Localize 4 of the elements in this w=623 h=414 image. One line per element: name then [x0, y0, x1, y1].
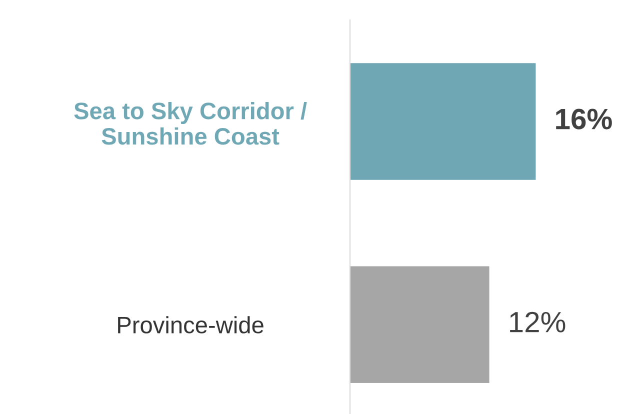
- y-tick-label: Sea to Sky Corridor / Sunshine Coast: [74, 102, 307, 145]
- data-label: 12%: [510, 312, 566, 332]
- y-tick-label: Province-wide: [118, 316, 264, 334]
- data-label: 16%: [556, 108, 612, 130]
